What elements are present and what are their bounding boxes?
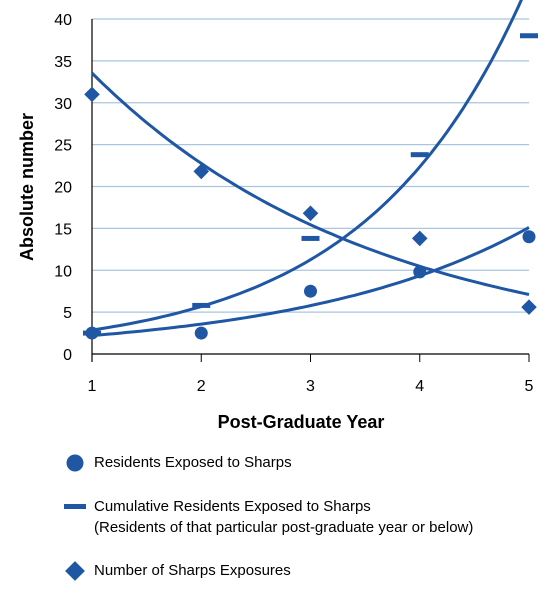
legend-label: Cumulative Residents Exposed to Sharps	[94, 498, 371, 515]
data-marks	[83, 33, 538, 340]
y-tick-label: 10	[54, 263, 72, 280]
x-tick-label: 4	[415, 378, 424, 395]
y-tick-label: 40	[54, 12, 72, 29]
dash-marker	[301, 235, 320, 241]
y-tick-label: 25	[54, 138, 72, 155]
circle-marker	[522, 230, 536, 244]
y-tick-label: 30	[54, 96, 72, 113]
legend-label: Number of Sharps Exposures	[94, 562, 291, 579]
dash-marker-icon	[60, 496, 90, 518]
dash-marker	[520, 33, 538, 39]
y-tick-label: 5	[63, 305, 72, 322]
diamond-marker-icon	[60, 560, 90, 582]
y-tick-label: 20	[54, 180, 72, 197]
x-axis-title: Post-Graduate Year	[218, 412, 385, 432]
circle-marker-icon	[60, 452, 90, 474]
y-tick-label: 15	[54, 221, 72, 238]
legend-item-residents-exposed: Residents Exposed to Sharps	[60, 452, 292, 474]
trend-line-series-3	[90, 72, 530, 296]
trend-line-series-1	[91, 226, 530, 337]
x-tick-label: 3	[306, 378, 315, 395]
trend-lines	[90, 0, 530, 337]
x-tick-label: 5	[525, 378, 534, 395]
diamond-marker	[193, 163, 210, 180]
dash-marker	[410, 152, 429, 158]
chart: 0 5 10 15 20 25 30 35 40 1 2 3 4 5 Post-Graduate Year…	[17, 0, 538, 432]
diamond-marker	[302, 205, 319, 222]
circle-marker	[304, 284, 317, 298]
diamond-marker	[411, 230, 428, 247]
legend-sublabel: (Residents of that particular post-gradu…	[94, 519, 474, 536]
x-tick-label: 2	[197, 378, 206, 395]
diamond-marker	[84, 86, 100, 103]
dash-marker	[83, 330, 101, 336]
y-tick-label: 35	[54, 54, 72, 71]
x-tick-label: 1	[88, 378, 97, 395]
dash-marker	[192, 302, 211, 308]
y-axis-title: Absolute number	[17, 113, 37, 261]
circle-marker	[413, 265, 427, 279]
circle-marker	[194, 326, 208, 340]
legend-item-cumulative-residents: Cumulative Residents Exposed to Sharps (…	[60, 496, 473, 538]
y-tick-label: 0	[63, 347, 72, 364]
grid-lines	[92, 18, 529, 313]
trend-line-series-2	[91, 0, 523, 332]
legend-label: Residents Exposed to Sharps	[94, 454, 292, 471]
legend-item-sharps-exposures: Number of Sharps Exposures	[60, 560, 291, 582]
axes	[91, 19, 530, 362]
tick-labels: 0 5 10 15 20 25 30 35 40 1 2 3 4 5	[54, 12, 533, 395]
